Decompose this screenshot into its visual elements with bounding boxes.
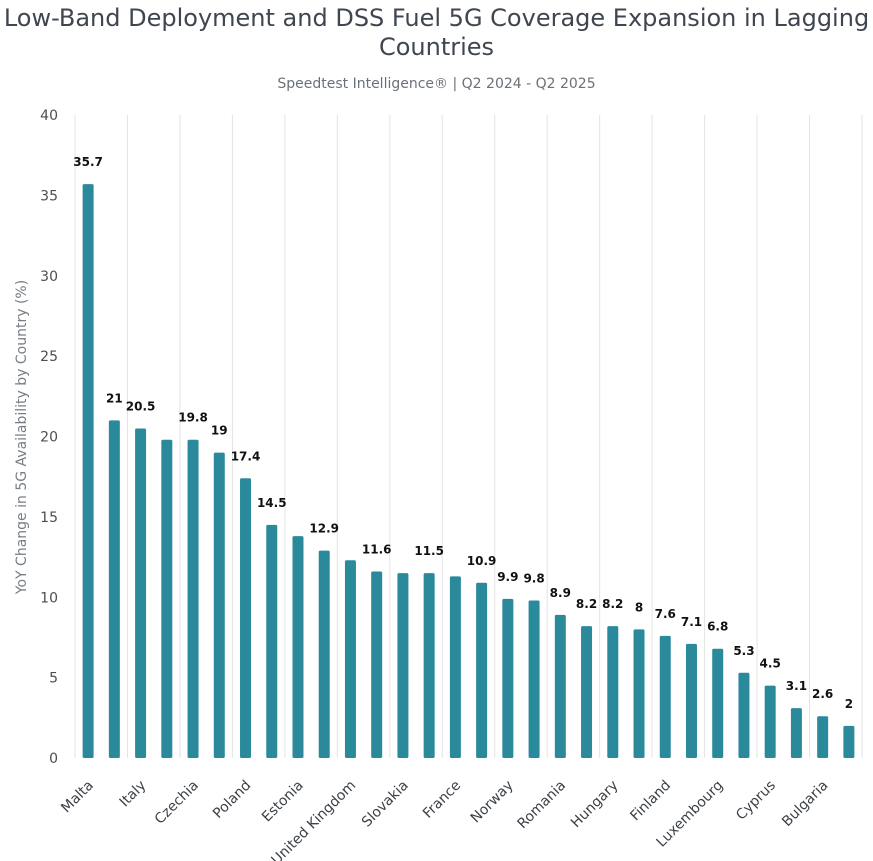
data-label: 5.3 (733, 644, 754, 658)
y-tick-label: 15 (40, 510, 58, 526)
x-tick-label: Romania (515, 778, 570, 833)
data-label: 19 (211, 424, 228, 438)
bar (82, 184, 94, 758)
data-label: 8.2 (576, 597, 597, 611)
data-label: 10.9 (467, 554, 497, 568)
y-axis-label: YoY Change in 5G Availability by Country… (14, 280, 30, 595)
data-label: 2.6 (812, 687, 833, 701)
data-label: 11.5 (414, 544, 444, 558)
data-label: 17.4 (231, 449, 261, 463)
data-label: 20.5 (126, 399, 156, 413)
y-tick-label: 0 (49, 751, 58, 767)
data-label: 7.6 (655, 607, 676, 621)
bar (266, 524, 278, 758)
bar (790, 708, 802, 758)
bar (240, 478, 252, 758)
data-label: 12.9 (309, 522, 339, 536)
bar (581, 626, 593, 758)
bar (344, 560, 356, 758)
bar (712, 648, 724, 758)
bar (318, 550, 330, 758)
data-label: 19.8 (178, 411, 208, 425)
bars (82, 184, 855, 758)
data-label: 11.6 (362, 543, 392, 557)
data-label: 21 (106, 391, 123, 405)
bar (476, 582, 488, 758)
x-tick-label: Slovakia (359, 778, 412, 831)
x-tick-label: Finland (627, 778, 674, 825)
data-label: 3.1 (786, 679, 807, 693)
bar (502, 598, 514, 758)
y-tick-label: 25 (40, 349, 58, 365)
x-tick-label: Bulgaria (779, 778, 831, 830)
x-tick-label: Italy (117, 778, 150, 811)
bar (292, 536, 304, 758)
chart-subtitle: Speedtest Intelligence® | Q2 2024 - Q2 2… (277, 76, 596, 92)
x-tick-label: Cyprus (733, 778, 779, 824)
bar (528, 600, 540, 758)
x-tick-label: Poland (210, 778, 254, 822)
chart-title: Low-Band Deployment and DSS Fuel 5G Cove… (3, 4, 870, 61)
x-tick-label: France (420, 778, 464, 822)
data-label: 35.7 (73, 155, 103, 169)
y-tick-label: 30 (40, 269, 58, 285)
bar (659, 635, 671, 758)
bar (161, 439, 173, 758)
y-tick-label: 40 (40, 108, 58, 124)
data-label: 8 (635, 600, 643, 614)
x-tick-label: Hungary (568, 778, 622, 832)
bar (554, 614, 566, 758)
bar (685, 643, 697, 758)
bar (843, 725, 855, 758)
bar (633, 629, 645, 758)
bar (449, 576, 461, 758)
bar (108, 420, 120, 758)
data-label: 8.9 (550, 586, 571, 600)
bar (187, 439, 199, 758)
data-label: 4.5 (760, 657, 781, 671)
data-label: 8.2 (602, 597, 623, 611)
y-tick-label: 10 (40, 590, 58, 606)
bar (423, 573, 435, 758)
data-label: 2 (845, 697, 853, 711)
data-label: 9.9 (497, 570, 518, 584)
grid-lines (74, 115, 863, 758)
y-tick-label: 5 (49, 671, 58, 687)
x-tick-label: Estonia (259, 778, 307, 826)
bar (371, 571, 383, 758)
x-tick-label: Norway (468, 778, 517, 827)
data-label: 14.5 (257, 496, 287, 510)
data-label: 9.8 (523, 571, 544, 585)
x-tick-label: Malta (58, 778, 97, 817)
x-tick-label: Czechia (152, 778, 202, 828)
data-label: 7.1 (681, 615, 702, 629)
y-tick-label: 20 (40, 430, 58, 446)
bar (738, 672, 750, 758)
bar (607, 626, 619, 758)
bar (213, 452, 225, 758)
bar (397, 573, 409, 758)
y-tick-label: 35 (40, 188, 58, 204)
bar (764, 685, 776, 758)
y-axis-ticks: 0 5 10 15 20 25 30 35 40 (40, 108, 58, 767)
bar (135, 428, 147, 758)
data-label: 6.8 (707, 620, 728, 634)
bar (817, 716, 829, 758)
